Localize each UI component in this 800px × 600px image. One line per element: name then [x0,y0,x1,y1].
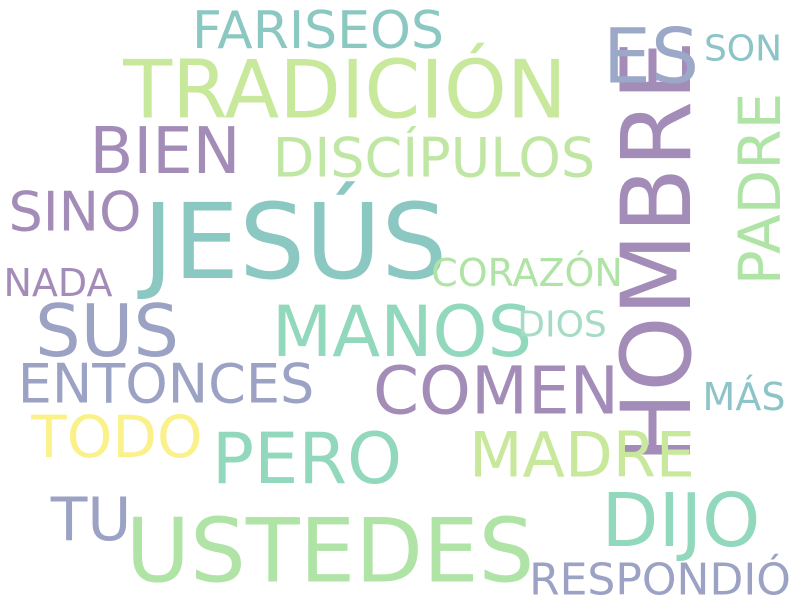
cloud-word: RESPONDIÓ [529,553,791,600]
cloud-word: PERO [212,418,402,500]
cloud-word: MADRE [469,419,695,492]
cloud-word: PADRE [726,93,794,286]
cloud-word: HOMBRE [601,40,713,464]
cloud-word: MÁS [703,375,786,419]
cloud-word: SINO [8,181,141,244]
cloud-word: BIEN [89,115,240,189]
cloud-word: TODO [30,403,202,471]
cloud-word: JESÚS [137,181,448,303]
cloud-word: CORAZÓN [431,251,623,295]
cloud-word: FARISEOS [192,1,444,61]
cloud-word: ES [603,12,699,101]
cloud-word: DIJO [602,478,761,564]
cloud-word: MANOS [272,291,532,373]
cloud-word: TU [50,485,132,555]
cloud-word: TRADICIÓN [122,43,566,137]
cloud-word: NADA [3,261,112,305]
cloud-word: COMEN [373,353,619,430]
cloud-word: DIOS [517,305,607,346]
cloud-word: SON [704,29,782,70]
cloud-word: ENTONCES [18,353,315,416]
cloud-word: DISCÍPULOS [273,127,595,190]
cloud-word: USTEDES [126,500,535,600]
cloud-word: SUS [35,289,179,373]
